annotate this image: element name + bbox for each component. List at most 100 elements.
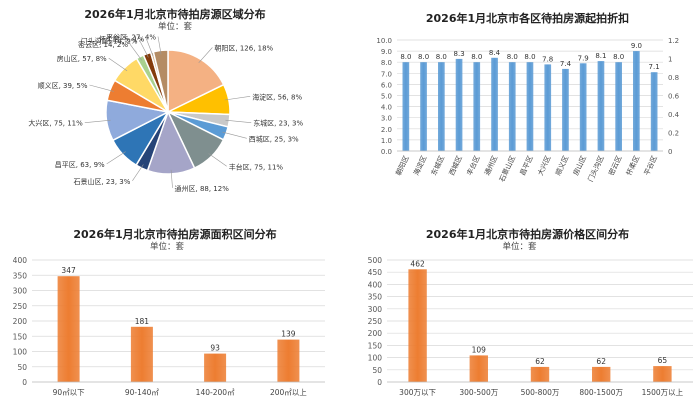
pie-chart-title: 2026年1月北京市待拍房源区域分布 (84, 8, 266, 21)
y-tick-label: 150 (13, 332, 28, 341)
x-tick-label: 90-140㎡ (125, 388, 160, 397)
pie-leader-line (146, 38, 154, 57)
y-tick-label: 300 (13, 287, 28, 296)
x-tick-label: 怀柔区 (624, 154, 641, 177)
bar (204, 353, 227, 382)
pie-data-label: 海淀区, 56, 8% (252, 92, 302, 101)
area-bar-chart: 0 50 100 150 200 250 300 350 400 347 90㎡以下 181 90-14… (13, 256, 325, 397)
pie-leader-line (89, 84, 114, 92)
pie-data-label: 密云区, 14, 2% (78, 40, 128, 49)
x-tick-label: 密云区 (606, 154, 623, 177)
bar (277, 339, 300, 382)
bar-value-label: 8.0 (418, 53, 429, 61)
y-tick-label: 350 (13, 271, 28, 280)
x-tick-label: 平谷区 (642, 154, 659, 177)
bar (653, 366, 672, 382)
y-tick-label: 200 (13, 317, 28, 326)
bar (402, 62, 410, 152)
price-chart-title: 2026年1月北京市待拍房源价格区间分布 (425, 228, 630, 241)
bar-value-label: 8.0 (613, 53, 624, 61)
x-tick-label: 丰台区 (465, 154, 482, 177)
bar (130, 326, 153, 382)
discount-chart-panel: 2026年1月北京市各区待拍房源起拍折扣 0.0 1.0 2.0 3.0 4.0 5.0 6… (355, 0, 700, 203)
bar (615, 62, 622, 152)
area-chart-panel: 2026年1月北京市待拍房源面积区间分布 单位：套 0 50 100 150 200 25… (0, 212, 350, 405)
bar-value-label: 7.1 (649, 63, 660, 71)
y-tick-label: 250 (13, 302, 28, 311)
bar-value-label: 8.1 (595, 52, 606, 60)
pie-data-label: 丰台区, 75, 11% (229, 162, 284, 171)
x-tick-label: 东城区 (429, 154, 446, 177)
y-tick-label: 250 (368, 317, 383, 326)
pie-leader-line (225, 119, 252, 123)
pie-leader-line (132, 164, 144, 181)
bar (592, 366, 611, 382)
bar (57, 276, 80, 382)
bar (579, 63, 587, 151)
x-tick-label: 300-500万 (459, 388, 498, 397)
pie-data-label: 门头沟区, 14, 2% (81, 37, 138, 46)
bar (530, 366, 550, 382)
y-tick-label: 10.0 (376, 37, 392, 45)
discount-bar-chart: 0.0 1.0 2.0 3.0 4.0 5.0 6.0 7.0 8.0 9.0 10.0 0 0.2 0.… (376, 37, 680, 183)
y-tick-label: 8.0 (381, 59, 392, 67)
x-tick-label: 大兴区 (535, 154, 552, 177)
bar-value-label: 62 (596, 357, 606, 366)
x-tick-label: 门头沟区 (586, 154, 606, 183)
y2-tick-label: 0.4 (668, 111, 680, 119)
y-tick-label: 350 (368, 293, 383, 302)
bar-value-label: 8.0 (400, 53, 411, 61)
bar (408, 269, 427, 382)
x-tick-label: 房山区 (571, 154, 588, 177)
pie-data-label: 大兴区, 75, 11% (28, 119, 83, 128)
pie-leader-line (222, 131, 247, 139)
pie-leader-line (84, 119, 111, 123)
price-bar-chart: 0 50 100 150 200 250 300 350 400 450 500 462 300万以下 1… (368, 256, 693, 397)
y2-tick-label: 0 (668, 148, 672, 156)
price-chart-subtitle: 单位：套 (502, 242, 537, 252)
bar-value-label: 9.0 (631, 42, 642, 50)
y-tick-label: 9.0 (381, 48, 392, 56)
bar-value-label: 8.0 (471, 53, 482, 61)
pie-data-label: 朝阳区, 126, 18% (214, 44, 273, 53)
bar (491, 57, 498, 151)
y-tick-label: 150 (368, 341, 383, 350)
y-tick-label: 500 (368, 256, 383, 265)
pie-chart-subtitle: 单位：套 (157, 22, 192, 32)
pie-data-label: 东城区, 23, 3% (253, 119, 303, 128)
y-tick-label: 4.0 (381, 104, 392, 112)
x-tick-label: 500-800万 (521, 388, 560, 397)
y-tick-label: 50 (17, 363, 27, 372)
bar (544, 64, 552, 151)
y-tick-label: 5.0 (381, 93, 392, 101)
bar (508, 62, 516, 152)
y2-tick-label: 1.2 (668, 37, 679, 45)
region-pie-chart: 朝阳区, 126, 18% 海淀区, 56, 8% 东城区, 23, 3% 西城区, … (28, 33, 303, 193)
pie-leader-line (108, 57, 128, 72)
pie-data-label: 房山区, 57, 8% (57, 54, 107, 63)
pie-data-label: 平谷区, 27, 4% (106, 33, 156, 42)
y-tick-label: 50 (372, 366, 382, 375)
area-chart-subtitle: 单位：套 (149, 242, 184, 252)
bar-value-label: 62 (535, 357, 545, 366)
pie-leader-line (106, 151, 126, 165)
pie-data-label: 顺义区, 39, 5% (38, 82, 88, 90)
y-tick-label: 1.0 (381, 137, 392, 145)
bar-value-label: 8.3 (454, 50, 465, 58)
bar-value-label: 8.0 (507, 53, 518, 61)
bar (455, 58, 463, 151)
bar-value-label: 139 (281, 330, 296, 339)
y2-tick-label: 0.8 (668, 74, 679, 82)
y-tick-label: 7.0 (381, 70, 392, 78)
x-tick-label: 300万以下 (399, 388, 436, 397)
y-tick-label: 6.0 (381, 81, 392, 89)
y2-tick-label: 0.6 (668, 93, 680, 101)
bar-value-label: 7.4 (560, 60, 572, 68)
bar (469, 355, 488, 382)
y-tick-label: 3.0 (381, 115, 392, 123)
pie-leader-line (208, 153, 227, 167)
y-tick-label: 300 (368, 305, 383, 314)
y-tick-label: 2.0 (381, 126, 392, 134)
y-tick-label: 450 (368, 268, 383, 277)
x-tick-label: 顺义区 (554, 154, 570, 176)
